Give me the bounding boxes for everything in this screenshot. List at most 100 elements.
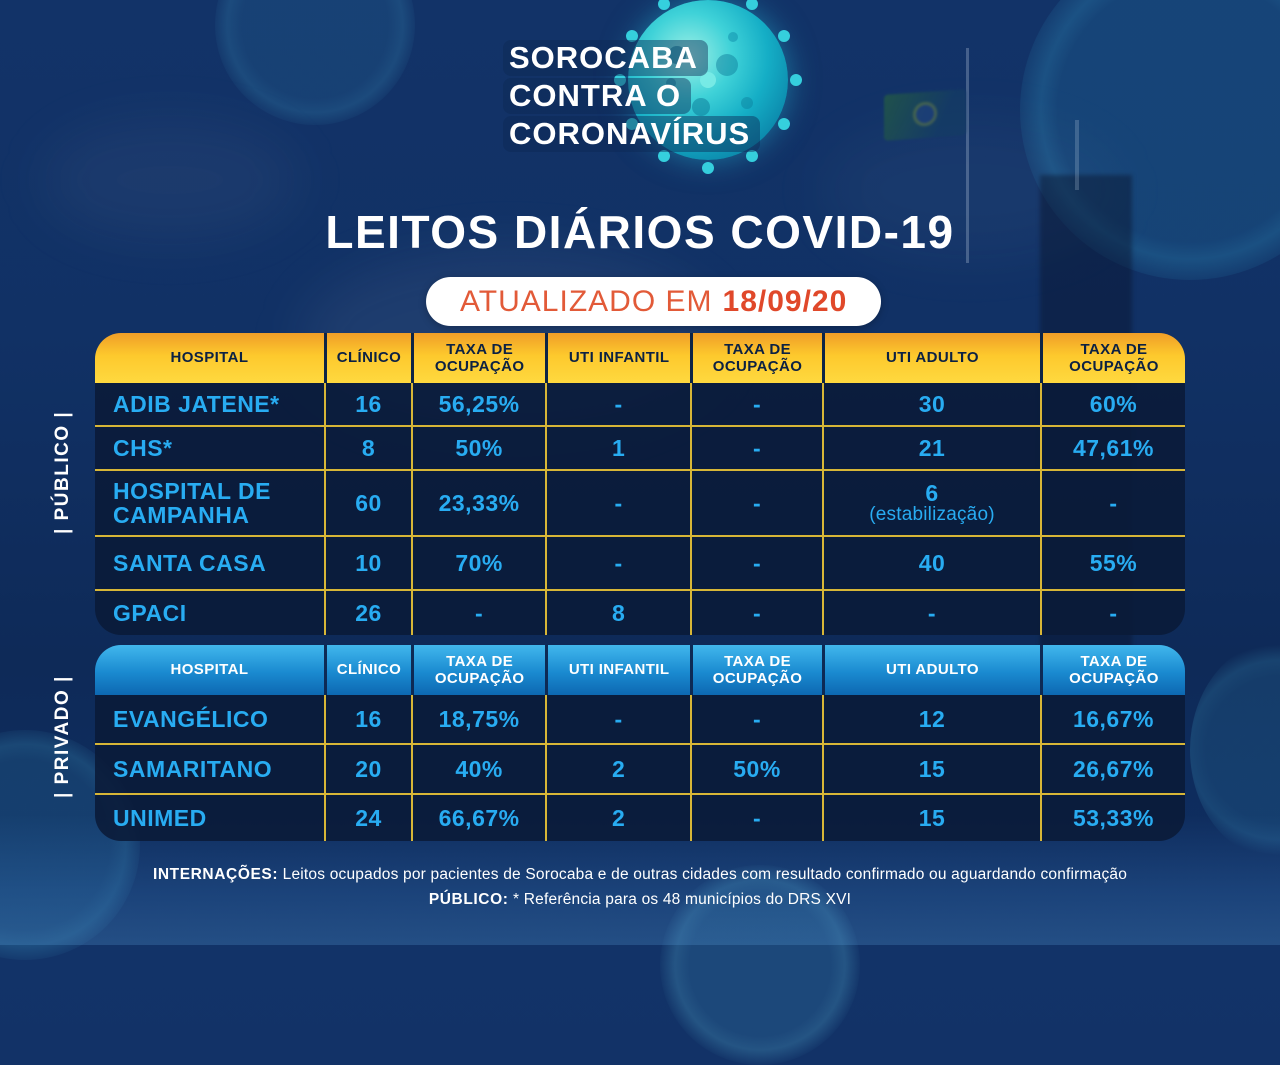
column-header-taxa-1: TAXA DE OCUPAÇÃO — [411, 645, 545, 695]
column-header-uti-infantil: UTI INFANTIL — [545, 645, 690, 695]
uti-infantil-value: 2 — [545, 745, 690, 793]
clinico-value: 26 — [323, 591, 411, 635]
public-table-body: ADIB JATENE* 16 56,25% - - 30 60% CHS* 8… — [95, 383, 1185, 635]
section-label-publico: | PÚBLICO | — [52, 410, 73, 534]
column-header-taxa-2: TAXA DE OCUPAÇÃO — [690, 645, 822, 695]
footnote-publico-text: * Referência para os 48 municípios do DR… — [513, 891, 852, 908]
taxa-clinico-value: 66,67% — [411, 795, 545, 841]
faded-coronavirus-icon — [1190, 640, 1280, 860]
hospital-name: CHS* — [113, 434, 173, 461]
uti-infantil-value: 1 — [545, 427, 690, 469]
column-header-taxa-3: TAXA DE OCUPAÇÃO — [1039, 333, 1185, 383]
table-row-gpaci: GPACI 26 - 8 - - - — [95, 589, 1185, 635]
table-row-adib-jatene: ADIB JATENE* 16 56,25% - - 30 60% — [95, 383, 1185, 425]
column-header-uti-infantil: UTI INFANTIL — [545, 333, 690, 383]
taxa-uti-infantil-value: - — [690, 591, 822, 635]
table-row-hospital-de-campanha: HOSPITAL DE CAMPANHA 60 23,33% - - 6 (es… — [95, 469, 1185, 535]
taxa-uti-adulto-value: 60% — [1039, 383, 1185, 425]
taxa-uti-infantil-value: - — [690, 795, 822, 841]
logo-line-3: CORONAVÍRUS — [503, 116, 761, 152]
uti-adulto-value: - — [821, 591, 1040, 635]
logo-line-2: CONTRA O — [503, 78, 692, 114]
clinico-value: 20 — [323, 745, 411, 793]
taxa-clinico-value: 50% — [411, 427, 545, 469]
infographic-canvas: SOROCABA CONTRA O CORONAVÍRUS LEITOS DIÁ… — [0, 0, 1280, 945]
hospital-name: HOSPITAL DE CAMPANHA — [113, 477, 271, 528]
taxa-uti-adulto-value: - — [1039, 591, 1185, 635]
footnote-internacoes-text: Leitos ocupados por pacientes de Sorocab… — [282, 866, 1128, 883]
antenna-silhouette — [1075, 120, 1079, 190]
column-header-hospital: HOSPITAL — [170, 349, 249, 367]
footer-notes: INTERNAÇÕES: Leitos ocupados por pacient… — [0, 866, 1280, 916]
private-table-body: EVANGÉLICO 16 18,75% - - 12 16,67% SAMAR… — [95, 695, 1185, 841]
clinico-value: 16 — [323, 383, 411, 425]
taxa-clinico-value: 18,75% — [411, 695, 545, 743]
updated-prefix: ATUALIZADO EM — [460, 284, 713, 318]
uti-infantil-value: 8 — [545, 591, 690, 635]
public-table-header: HOSPITAL CLÍNICO TAXA DE OCUPAÇÃO UTI IN… — [95, 333, 1185, 383]
uti-infantil-value: - — [545, 537, 690, 589]
taxa-uti-infantil-value: - — [690, 695, 822, 743]
uti-infantil-value: 2 — [545, 795, 690, 841]
faded-coronavirus-icon — [215, 0, 415, 125]
taxa-uti-adulto-value: 47,61% — [1039, 427, 1185, 469]
table-row-santa-casa: SANTA CASA 10 70% - - 40 55% — [95, 535, 1185, 589]
taxa-uti-infantil-value: - — [690, 383, 822, 425]
uti-adulto-note: (estabilização) — [869, 504, 995, 526]
taxa-uti-infantil-value: - — [690, 537, 822, 589]
taxa-uti-adulto-value: 53,33% — [1039, 795, 1185, 841]
clinico-value: 10 — [323, 537, 411, 589]
uti-adulto-value: 40 — [821, 537, 1040, 589]
uti-adulto-value: 12 — [821, 695, 1040, 743]
private-table-header: HOSPITAL CLÍNICO TAXA DE OCUPAÇÃO UTI IN… — [95, 645, 1185, 695]
footnote-internacoes-label: INTERNAÇÕES: — [152, 866, 279, 883]
uti-infantil-value: - — [545, 471, 690, 535]
private-hospitals-table: HOSPITAL CLÍNICO TAXA DE OCUPAÇÃO UTI IN… — [95, 645, 1185, 841]
taxa-uti-infantil-value: - — [690, 427, 822, 469]
brazil-flag — [884, 89, 966, 141]
updated-date-badge: ATUALIZADO EM 18/09/20 — [426, 277, 882, 326]
clinico-value: 8 — [323, 427, 411, 469]
taxa-uti-adulto-value: 55% — [1039, 537, 1185, 589]
clinico-value: 16 — [323, 695, 411, 743]
uti-adulto-value: 30 — [821, 383, 1040, 425]
taxa-clinico-value: - — [411, 591, 545, 635]
uti-adulto-value: 15 — [821, 745, 1040, 793]
uti-adulto-value: 21 — [821, 427, 1040, 469]
uti-adulto-value-with-note: 6 (estabilização) — [821, 471, 1040, 535]
uti-adulto-value: 15 — [821, 795, 1040, 841]
taxa-uti-infantil-value: - — [690, 471, 822, 535]
page-title: LEITOS DIÁRIOS COVID-19 — [325, 206, 955, 258]
footnote-publico: PÚBLICO: * Referência para os 48 municíp… — [0, 891, 1280, 909]
column-header-taxa-1: TAXA DE OCUPAÇÃO — [411, 333, 545, 383]
hospital-name: GPACI — [113, 599, 187, 626]
table-row-unimed: UNIMED 24 66,67% 2 - 15 53,33% — [95, 793, 1185, 841]
column-header-taxa-3: TAXA DE OCUPAÇÃO — [1039, 645, 1185, 695]
taxa-clinico-value: 23,33% — [411, 471, 545, 535]
hospital-name: EVANGÉLICO — [113, 705, 269, 732]
section-label-privado: | PRIVADO | — [52, 675, 73, 798]
column-header-hospital: HOSPITAL — [170, 661, 249, 679]
coronavirus-3d-icon — [628, 0, 788, 160]
logo-line-1: SOROCABA — [503, 40, 708, 76]
taxa-uti-infantil-value: 50% — [690, 745, 822, 793]
taxa-clinico-value: 40% — [411, 745, 545, 793]
taxa-uti-adulto-value: 16,67% — [1039, 695, 1185, 743]
column-header-clinico: CLÍNICO — [323, 645, 411, 695]
clinico-value: 24 — [323, 795, 411, 841]
footnote-publico-label: PÚBLICO: — [428, 891, 509, 908]
taxa-uti-adulto-value: 26,67% — [1039, 745, 1185, 793]
column-header-uti-adulto: UTI ADULTO — [821, 333, 1040, 383]
uti-infantil-value: - — [545, 383, 690, 425]
taxa-clinico-value: 56,25% — [411, 383, 545, 425]
column-header-clinico: CLÍNICO — [323, 333, 411, 383]
column-header-taxa-2: TAXA DE OCUPAÇÃO — [690, 333, 822, 383]
footnote-internacoes: INTERNAÇÕES: Leitos ocupados por pacient… — [0, 866, 1280, 884]
column-header-uti-adulto: UTI ADULTO — [821, 645, 1040, 695]
hospital-name: SAMARITANO — [113, 755, 273, 782]
table-row-chs: CHS* 8 50% 1 - 21 47,61% — [95, 425, 1185, 469]
uti-adulto-value: 6 — [925, 479, 939, 506]
campaign-logo: SOROCABA CONTRA O CORONAVÍRUS — [503, 40, 761, 154]
updated-date: 18/09/20 — [722, 284, 848, 318]
hospital-name: SANTA CASA — [113, 549, 267, 576]
